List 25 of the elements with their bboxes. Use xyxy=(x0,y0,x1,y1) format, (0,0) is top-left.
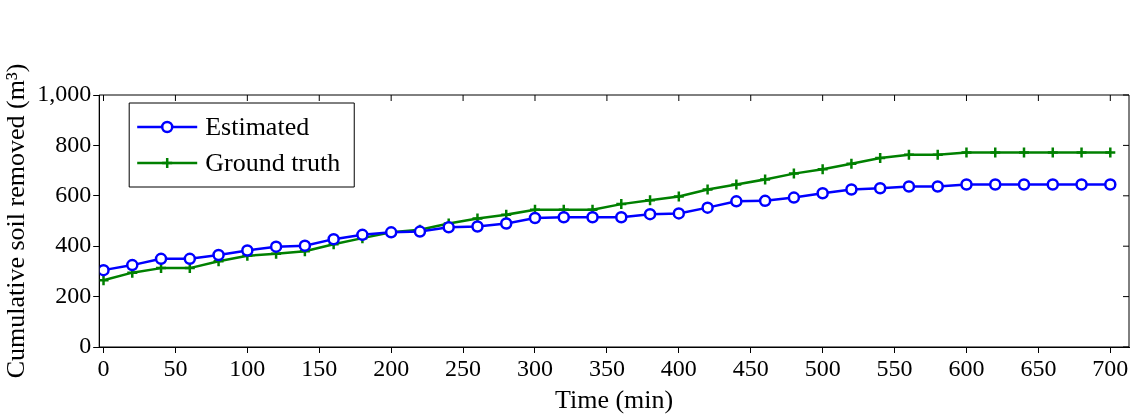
x-tick-label: 0 xyxy=(97,354,110,381)
x-axis-title: Time (min) xyxy=(554,385,674,415)
x-tick-label: 250 xyxy=(445,354,482,381)
y-tick-label: 1,000 xyxy=(37,80,92,107)
x-tick-label: 550 xyxy=(876,354,913,381)
x-tick-label: 200 xyxy=(373,354,410,381)
y-axis-title: Cumulative soil removed (m³) xyxy=(1,63,31,379)
legend-label: Ground truth xyxy=(205,147,341,177)
x-tick-label: 350 xyxy=(588,354,625,381)
x-tick-label: 300 xyxy=(517,354,553,381)
y-tick-label: 200 xyxy=(55,281,92,308)
x-tick-label: 500 xyxy=(804,354,841,381)
y-tick-label: 0 xyxy=(79,332,92,359)
y-tick-label: 600 xyxy=(55,181,92,208)
x-tick-label: 600 xyxy=(948,354,985,381)
x-tick-label: 450 xyxy=(732,354,769,381)
x-tick-label: 400 xyxy=(660,354,697,381)
x-tick-label: 700 xyxy=(1092,354,1129,381)
y-tick-label: 400 xyxy=(55,231,92,258)
x-tick-label: 100 xyxy=(229,354,266,381)
x-tick-label: 150 xyxy=(301,354,338,381)
y-tick-label: 800 xyxy=(55,130,92,157)
legend-label: Estimated xyxy=(205,111,310,141)
x-tick-label: 50 xyxy=(163,354,188,381)
x-tick-label: 650 xyxy=(1020,354,1057,381)
